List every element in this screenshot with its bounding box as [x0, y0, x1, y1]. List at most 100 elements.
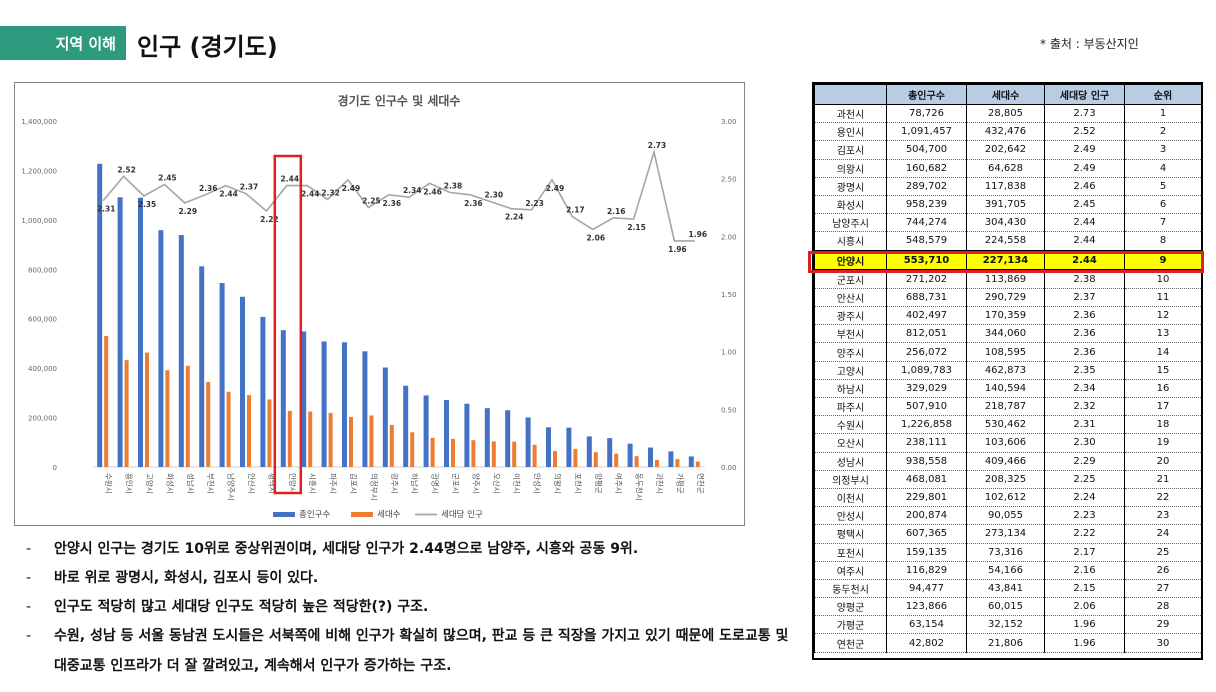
- highlight-category-box: [273, 154, 303, 495]
- left-axis-tick-label: 1,200,000: [21, 167, 57, 175]
- table-row: 동두천시 94,477 43,841 2.15 27: [814, 579, 1201, 599]
- per-household-data-label: 2.22: [260, 215, 279, 224]
- population-bar: [505, 410, 511, 467]
- table-cell-population: 507,910: [886, 397, 967, 417]
- table-row: 고양시 1,089,783 462,873 2.35 15: [814, 361, 1201, 380]
- per-household-data-label: 2.34: [403, 186, 422, 195]
- households-bar: [124, 360, 129, 467]
- table-cell-rank: 29: [1124, 615, 1201, 635]
- x-axis-category-label: 안양시: [288, 473, 298, 494]
- table-cell-rank: 22: [1124, 488, 1201, 508]
- right-axis-tick-label: 1.50: [721, 291, 737, 299]
- table-cell-households: 21,806: [966, 633, 1045, 653]
- table-row: 수원시 1,226,858 530,462 2.31 18: [814, 415, 1201, 435]
- table-cell-per-household: 2.36: [1044, 342, 1125, 362]
- table-row: 시흥시 548,579 224,558 2.44 8: [814, 231, 1201, 251]
- table-row: 파주시 507,910 218,787 2.32 17: [814, 397, 1201, 417]
- table-cell-per-household: 2.38: [1044, 269, 1125, 289]
- x-axis-category-label: 파주시: [329, 473, 338, 494]
- table-cell-city: 의왕시: [814, 159, 887, 178]
- legend-population-label: 총인구수: [299, 509, 330, 520]
- right-axis-tick-label: 3.00: [721, 118, 737, 126]
- x-axis-category-label: 하남시: [410, 473, 420, 494]
- table-cell-population: 123,866: [886, 597, 967, 617]
- per-household-data-label: 1.96: [689, 230, 708, 239]
- households-bar: [369, 415, 374, 467]
- table-cell-population: 548,579: [886, 231, 967, 251]
- table-cell-households: 391,705: [966, 195, 1045, 215]
- population-bar: [484, 408, 490, 467]
- population-bar: [260, 316, 266, 467]
- legend-per-household-label: 세대당 인구: [441, 509, 483, 520]
- population-bar: [586, 436, 592, 467]
- table-cell-city: 광명시: [814, 177, 887, 196]
- table-cell-households: 344,060: [966, 324, 1045, 344]
- table-cell-rank: 28: [1124, 597, 1201, 617]
- table-cell-city: 양평군: [814, 597, 887, 617]
- table-cell-population: 329,029: [886, 379, 967, 399]
- population-bar: [362, 351, 368, 467]
- per-household-data-label: 2.52: [117, 165, 136, 174]
- table-cell-population: 812,051: [886, 324, 967, 344]
- table-row: 포천시 159,135 73,316 2.17 25: [814, 543, 1201, 562]
- table-row: 하남시 329,029 140,594 2.34 16: [814, 379, 1201, 399]
- table-cell-per-household: 2.22: [1044, 524, 1125, 544]
- x-axis-category-label: 김포시: [349, 473, 359, 494]
- table-header-rank: 순위: [1124, 84, 1201, 105]
- table-cell-population: 94,477: [886, 579, 967, 599]
- table-cell-city: 과천시: [814, 104, 887, 124]
- per-household-data-label: 1.96: [668, 245, 687, 254]
- table-cell-per-household: 2.16: [1044, 561, 1125, 580]
- table-cell-population: 504,700: [886, 140, 967, 160]
- bullet-text: 인구도 적당히 많고 세대당 인구도 적당히 높은 적당한(?) 구조.: [54, 599, 429, 615]
- left-axis-tick-label: 200,000: [28, 415, 57, 423]
- population-bar: [627, 443, 633, 467]
- table-body: 과천시 78,726 28,805 2.73 1 용인시 1,091,457 432,476 2…: [814, 104, 1201, 653]
- table-row: 오산시 238,111 103,606 2.30 19: [814, 433, 1201, 453]
- x-axis-category-label: 의정부시: [369, 473, 379, 501]
- table-cell-population: 271,202: [886, 269, 967, 289]
- table-cell-population: 688,731: [886, 288, 967, 308]
- households-bar: [573, 448, 578, 467]
- table-cell-city: 광주시: [814, 306, 887, 326]
- population-bar: [240, 296, 245, 467]
- table-cell-city: 군포시: [814, 269, 887, 289]
- bullet-dash: -: [26, 570, 32, 586]
- table-cell-households: 43,841: [966, 579, 1045, 599]
- per-household-data-label: 2.73: [648, 141, 667, 150]
- per-household-data-label: 2.38: [444, 182, 463, 191]
- households-bar: [389, 424, 394, 467]
- legend-households-label: 세대수: [377, 510, 401, 520]
- table-cell-households: 102,612: [966, 488, 1045, 508]
- table-cell-rank: 14: [1124, 342, 1201, 362]
- x-axis-category-label: 동두천시: [635, 473, 645, 501]
- table-row: 양주시 256,072 108,595 2.36 14: [814, 342, 1201, 362]
- table-cell-rank: 18: [1124, 415, 1201, 435]
- table-cell-per-household: 2.37: [1044, 288, 1125, 308]
- table-header-per-household: 세대당 인구: [1044, 84, 1125, 105]
- table-cell-per-household: 2.36: [1044, 306, 1125, 326]
- population-bar: [342, 342, 347, 467]
- table-cell-city: 시흥시: [814, 231, 887, 251]
- table-cell-per-household: 2.73: [1044, 104, 1125, 124]
- population-bar: [382, 367, 388, 467]
- table-cell-population: 159,135: [886, 543, 967, 562]
- table-cell-per-household: 1.96: [1044, 615, 1125, 635]
- per-household-data-label: 2.44: [301, 190, 320, 199]
- table-cell-city: 의정부시: [814, 470, 887, 489]
- households-bar: [430, 437, 435, 467]
- population-bar: [688, 456, 694, 467]
- table-cell-rank: 10: [1124, 269, 1201, 289]
- table-cell-per-household: 2.32: [1044, 397, 1125, 417]
- table-cell-rank: 3: [1124, 140, 1201, 160]
- population-bar: [607, 438, 613, 467]
- population-bar: [321, 341, 327, 467]
- table-cell-households: 170,359: [966, 306, 1045, 326]
- population-bar: [668, 451, 674, 467]
- table-cell-population: 1,226,858: [886, 415, 967, 435]
- households-bar: [328, 412, 333, 467]
- table-row: 광명시 289,702 117,838 2.46 5: [814, 177, 1201, 196]
- table-cell-per-household: 2.24: [1044, 488, 1125, 508]
- table-cell-city: 고양시: [814, 361, 887, 380]
- table-cell-population: 116,829: [886, 561, 967, 580]
